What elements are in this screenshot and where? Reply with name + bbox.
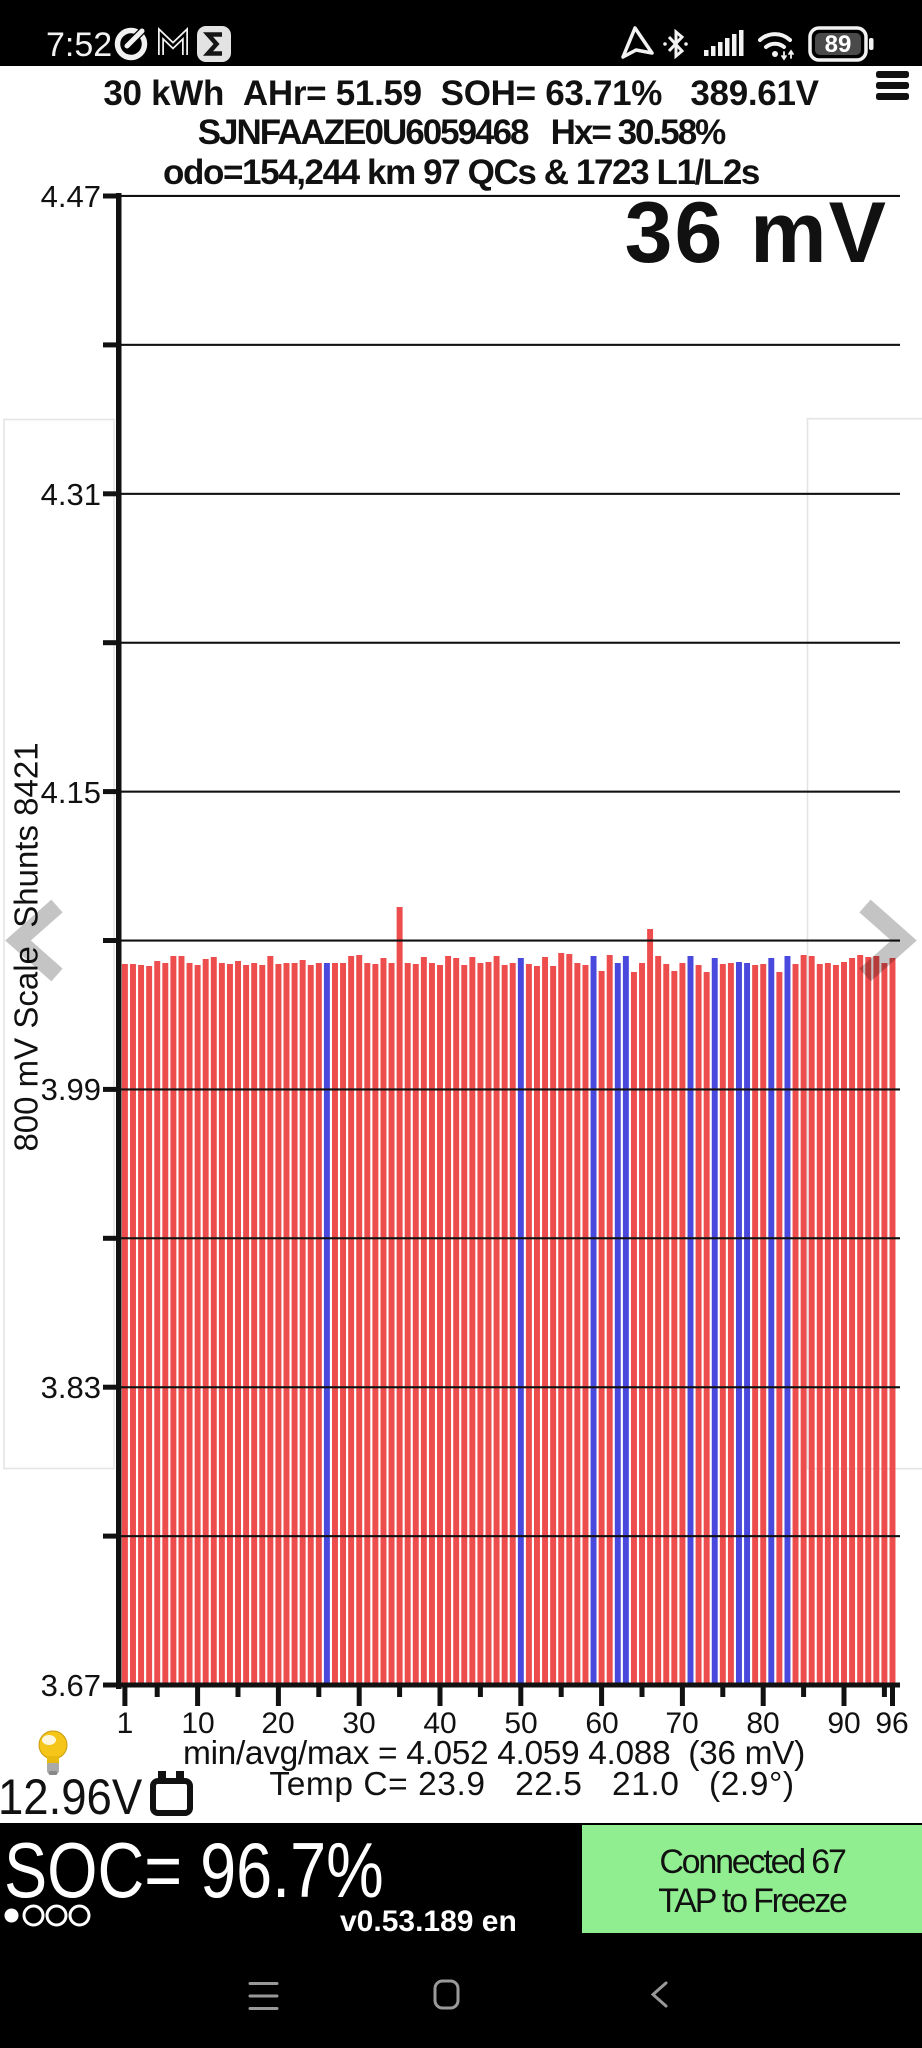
- svg-text:30: 30: [342, 1707, 375, 1740]
- svg-text:90: 90: [827, 1707, 860, 1740]
- svg-text:70: 70: [665, 1707, 698, 1740]
- svg-text:80: 80: [746, 1707, 779, 1740]
- svg-text:3.67: 3.67: [41, 1668, 101, 1703]
- svg-text:1: 1: [117, 1707, 134, 1740]
- svg-text:60: 60: [585, 1707, 618, 1740]
- svg-text:4.47: 4.47: [41, 179, 101, 214]
- svg-text:4.31: 4.31: [41, 477, 101, 512]
- svg-text:96: 96: [875, 1707, 908, 1740]
- svg-text:10: 10: [181, 1707, 214, 1740]
- svg-text:50: 50: [504, 1707, 537, 1740]
- svg-text:89: 89: [825, 31, 852, 58]
- svg-text:40: 40: [423, 1707, 456, 1740]
- svg-text:20: 20: [261, 1707, 294, 1740]
- svg-text:4.15: 4.15: [41, 775, 101, 810]
- svg-text:3.83: 3.83: [41, 1370, 101, 1405]
- svg-text:3.99: 3.99: [41, 1072, 101, 1107]
